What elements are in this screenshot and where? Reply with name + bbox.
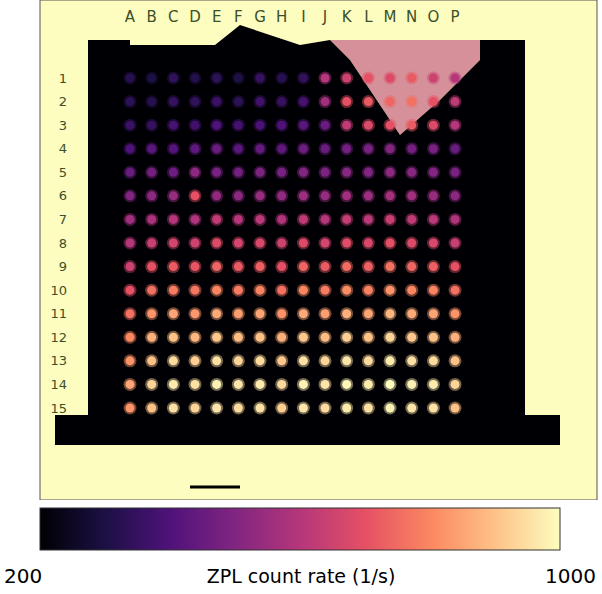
svg-text:F: F [234,8,243,26]
svg-text:1: 1 [59,71,67,86]
svg-text:7: 7 [59,212,67,227]
svg-text:13: 13 [50,353,67,368]
svg-text:K: K [342,8,353,26]
svg-text:J: J [322,8,327,26]
svg-text:8: 8 [59,236,67,251]
svg-text:G: G [254,8,266,26]
svg-text:5: 5 [59,165,67,180]
svg-text:ZPL count rate (1/s): ZPL count rate (1/s) [207,565,396,587]
svg-text:N: N [406,8,417,26]
svg-text:12: 12 [50,330,67,345]
svg-text:M: M [384,8,397,26]
svg-text:15: 15 [50,401,67,416]
svg-text:2: 2 [59,94,67,109]
svg-text:3: 3 [59,118,67,133]
svg-text:I: I [301,8,305,26]
svg-text:L: L [364,8,373,26]
svg-text:P: P [451,8,460,26]
svg-text:D: D [189,8,201,26]
svg-text:A: A [125,8,136,26]
svg-text:11: 11 [50,306,67,321]
svg-text:10: 10 [50,283,67,298]
svg-text:9: 9 [59,259,67,274]
svg-text:H: H [276,8,287,26]
svg-text:C: C [168,8,178,26]
svg-text:O: O [427,8,439,26]
svg-text:B: B [147,8,157,26]
svg-text:200: 200 [4,564,42,588]
svg-text:14: 14 [50,377,67,392]
svg-text:4: 4 [59,141,67,156]
svg-text:1000: 1000 [545,564,596,588]
svg-text:6: 6 [59,188,67,203]
svg-text:E: E [212,8,221,26]
